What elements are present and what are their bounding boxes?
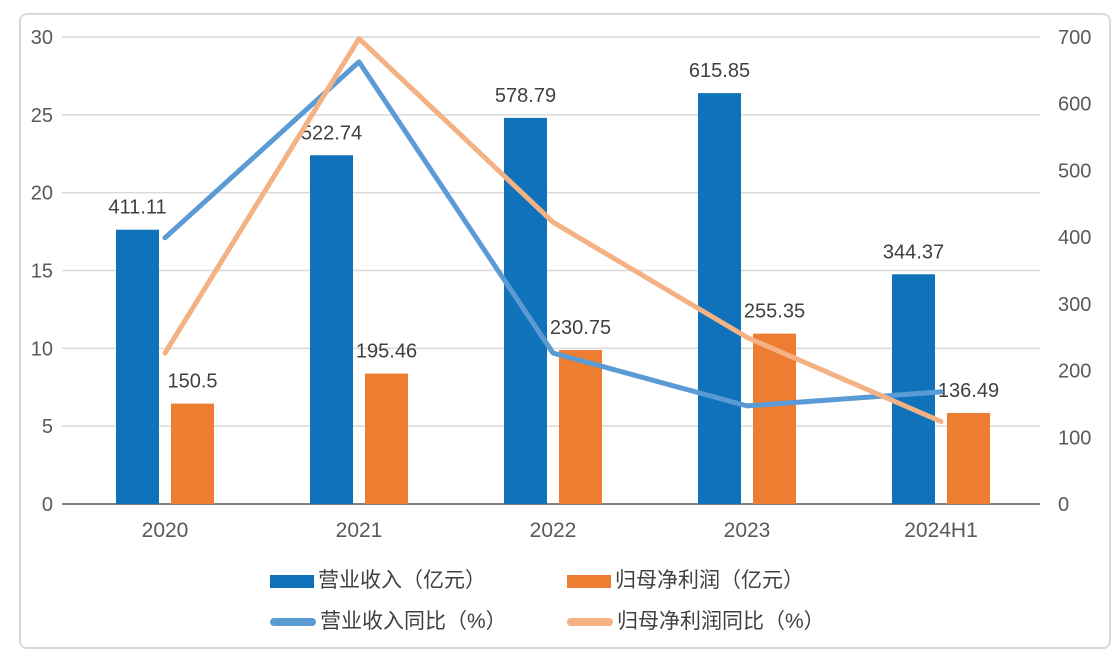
- right-axis-tick-label: 100: [1058, 427, 1091, 449]
- bar-revenue-2024H1: [892, 274, 935, 504]
- right-axis-tick-label: 300: [1058, 294, 1091, 316]
- revenue-yoy-line: [162, 59, 944, 409]
- right-axis-tick-label: 500: [1058, 160, 1091, 182]
- profit-yoy-line: [162, 36, 944, 424]
- bar-value-label: 344.37: [883, 241, 944, 263]
- left-axis-tick-label: 10: [31, 338, 53, 360]
- bar-value-label: 195.46: [356, 341, 417, 363]
- x-axis-category-label: 2022: [530, 519, 577, 542]
- bar-profit-2023: [753, 333, 796, 504]
- right-axis-tick-label: 400: [1058, 227, 1091, 249]
- right-axis-tick-label: 200: [1058, 361, 1091, 383]
- right-axis-tick-label: 0: [1058, 494, 1069, 516]
- left-axis-tick-label: 5: [42, 416, 53, 438]
- left-axis-tick-label: 30: [31, 27, 53, 49]
- bar-profit-2022: [559, 350, 602, 504]
- x-axis-category-label: 2021: [336, 519, 383, 542]
- bar-value-label: 230.75: [550, 317, 611, 339]
- right-axis-tick-label: 600: [1058, 94, 1091, 116]
- right-axis-tick-label: 700: [1058, 27, 1091, 49]
- bar-profit-2020: [171, 403, 214, 504]
- bar-value-label: 615.85: [689, 60, 750, 82]
- bar-revenue-2021: [310, 155, 353, 504]
- bar-value-label: 411.11: [108, 197, 166, 219]
- bar-value-label: 522.74: [301, 122, 362, 144]
- bar-value-label: 255.35: [744, 301, 805, 323]
- bar-profit-2024H1: [947, 412, 990, 504]
- left-axis-tick-label: 25: [31, 105, 53, 127]
- left-axis-tick-label: 20: [31, 183, 53, 205]
- bar-value-label: 578.79: [495, 85, 556, 107]
- x-axis-category-label: 2020: [142, 519, 189, 542]
- bar-value-label: 150.5: [167, 371, 217, 393]
- bar-revenue-2020: [116, 229, 159, 504]
- bar-revenue-2023: [698, 93, 741, 504]
- bar-profit-2021: [365, 373, 408, 504]
- x-axis-category-label: 2024H1: [904, 519, 978, 542]
- left-axis-tick-label: 0: [42, 494, 53, 516]
- left-axis-tick-label: 15: [31, 261, 53, 283]
- x-axis-category-label: 2023: [724, 519, 771, 542]
- bar-value-label: 136.49: [938, 380, 999, 402]
